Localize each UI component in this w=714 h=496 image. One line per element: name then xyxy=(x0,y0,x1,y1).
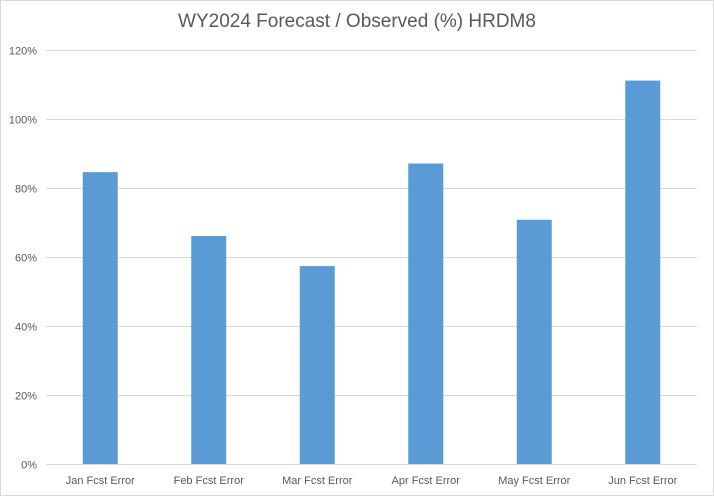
y-tick-label: 20% xyxy=(15,391,37,403)
y-tick-label: 120% xyxy=(9,46,37,58)
bar-feb-fcst-error xyxy=(191,236,227,464)
gridlines xyxy=(46,50,697,465)
y-tick-label: 0% xyxy=(21,460,37,472)
x-tick-label: Jan Fcst Error xyxy=(66,475,135,487)
x-tick-label: May Fcst Error xyxy=(498,475,570,487)
x-tick-label: Jun Fcst Error xyxy=(608,475,677,487)
bar-may-fcst-error xyxy=(516,219,552,464)
bar-jun-fcst-error xyxy=(625,80,661,465)
x-tick-label: Feb Fcst Error xyxy=(174,475,245,487)
y-tick-label: 60% xyxy=(15,253,37,265)
y-tick-label: 40% xyxy=(15,322,37,334)
chart-title: WY2024 Forecast / Observed (%) HRDM8 xyxy=(178,11,536,32)
y-tick-label: 100% xyxy=(9,115,37,127)
bar-apr-fcst-error xyxy=(408,163,444,465)
bar-jan-fcst-error xyxy=(82,172,118,464)
x-tick-label: Mar Fcst Error xyxy=(282,475,353,487)
x-axis-tick-labels: Jan Fcst Error Feb Fcst Error Mar Fcst Err… xyxy=(66,475,678,487)
y-tick-label: 80% xyxy=(15,184,37,196)
x-tick-label: Apr Fcst Error xyxy=(392,475,461,487)
bar-mar-fcst-error xyxy=(299,266,335,464)
bars xyxy=(82,80,661,465)
y-axis-tick-labels: 0% 20% 40% 60% 80% 100% 120% xyxy=(9,46,37,472)
